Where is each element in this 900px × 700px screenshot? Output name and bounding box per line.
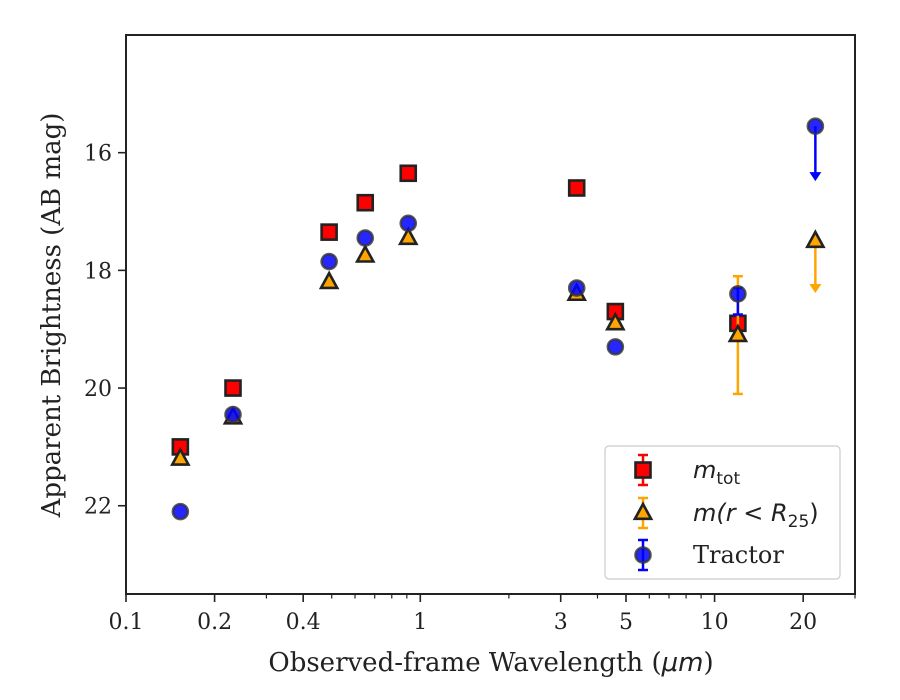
data-point-circle bbox=[356, 229, 375, 247]
data-point-square bbox=[567, 179, 586, 197]
data-point-square bbox=[224, 379, 242, 397]
data-point-square bbox=[356, 193, 375, 212]
legend-marker-square bbox=[634, 461, 652, 479]
legend-item: m(r < R25) bbox=[632, 496, 819, 532]
legend-label: mtot bbox=[693, 456, 740, 489]
data-point-triangle bbox=[805, 229, 826, 249]
axes-layer: 0.1 0.2 0.4 1 3 5 10 20 16 18 20 22 bbox=[84, 34, 856, 635]
data-point-triangle bbox=[318, 270, 340, 290]
data-point-circle bbox=[806, 117, 825, 136]
series-triangle bbox=[170, 226, 826, 466]
y-tick-label: 20 bbox=[84, 377, 112, 402]
x-tick-label: 10 bbox=[701, 610, 729, 635]
x-axis-label-prefix: Observed-frame Wavelength ( bbox=[268, 648, 661, 678]
legend-item: mtot bbox=[634, 453, 740, 489]
legend-item: Tractor bbox=[634, 538, 784, 572]
legend-marker-circle bbox=[634, 546, 652, 564]
x-axis-label: Observed-frame Wavelength (μm) bbox=[268, 648, 713, 678]
x-tick-label: 0.4 bbox=[286, 610, 321, 635]
x-tick-label: 0.2 bbox=[197, 610, 232, 635]
series-circle bbox=[171, 117, 825, 521]
data-point-triangle bbox=[727, 323, 749, 343]
data-point-circle bbox=[320, 252, 338, 271]
upper-limit-arrow bbox=[809, 172, 822, 182]
x-tick-label: 3 bbox=[554, 610, 568, 635]
plot-frame bbox=[125, 34, 856, 595]
x-tick-label: 5 bbox=[619, 610, 633, 635]
y-axis-label: Apparent Brightness (AB mag) bbox=[37, 113, 67, 519]
series-square bbox=[171, 164, 747, 456]
data-point-square bbox=[399, 164, 418, 183]
y-tick-label: 18 bbox=[84, 259, 112, 284]
legend-box bbox=[604, 445, 841, 580]
data-point-circle bbox=[567, 279, 586, 297]
data-point-circle bbox=[171, 502, 190, 521]
legend-label: m(r < R25) bbox=[693, 499, 819, 532]
data-point-circle bbox=[224, 405, 242, 424]
data-point-triangle bbox=[354, 243, 376, 263]
y-tick-label: 22 bbox=[84, 495, 112, 520]
x-tick-label: 0.1 bbox=[109, 610, 144, 635]
y-tick-label: 16 bbox=[84, 142, 112, 167]
x-axis-label-suffix: ) bbox=[703, 648, 713, 678]
legend-marker-triangle bbox=[632, 501, 654, 521]
legend-label: Tractor bbox=[693, 541, 784, 569]
data-point-triangle bbox=[605, 311, 626, 331]
upper-limit-arrow bbox=[809, 283, 822, 293]
legend: mtot m(r < R25) Tractor bbox=[604, 445, 841, 580]
x-tick-label: 1 bbox=[413, 610, 427, 635]
data-point-triangle bbox=[397, 226, 419, 246]
data-point-circle bbox=[606, 338, 625, 356]
x-tick-label: 20 bbox=[789, 610, 817, 635]
data-point-triangle bbox=[170, 446, 191, 466]
data-point-square bbox=[320, 223, 338, 241]
x-axis-label-unit: μm bbox=[661, 648, 704, 678]
data-layer bbox=[170, 117, 826, 521]
data-point-circle bbox=[729, 285, 747, 303]
data-point-circle bbox=[399, 214, 418, 233]
